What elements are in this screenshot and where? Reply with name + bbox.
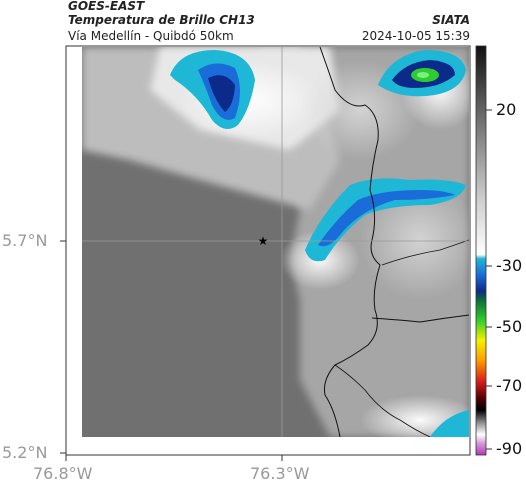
lon-tick-label: 76.8°W [33, 464, 93, 483]
department-border [334, 364, 431, 437]
department-border [381, 239, 469, 266]
colorbar-tick-label: -70 [496, 376, 523, 395]
brightness-temperature-layer [82, 47, 469, 437]
colorbar-tick-label: -90 [496, 439, 523, 458]
department-border [319, 47, 381, 437]
colorbar-tick-label: -50 [496, 317, 523, 336]
organization-label: SIATA [432, 13, 470, 27]
satellite-name: GOES-EAST [68, 0, 145, 13]
lat-tick-label: 5.7°N [2, 231, 48, 250]
colorbar [475, 45, 487, 456]
colorbar-tick-label: -30 [496, 256, 523, 275]
product-title: Temperatura de Brillo CH13 [68, 13, 255, 27]
timestamp: 2024-10-05 15:39 [361, 29, 470, 43]
lon-tick-label: 76.3°W [250, 464, 310, 483]
star-icon: ★ [258, 234, 269, 248]
region-label: Vía Medellín - Quibdó 50km [68, 29, 234, 43]
colorbar-tick-label: 20 [496, 100, 517, 119]
lat-tick-label: 5.2°N [2, 443, 48, 462]
department-border [371, 314, 469, 323]
